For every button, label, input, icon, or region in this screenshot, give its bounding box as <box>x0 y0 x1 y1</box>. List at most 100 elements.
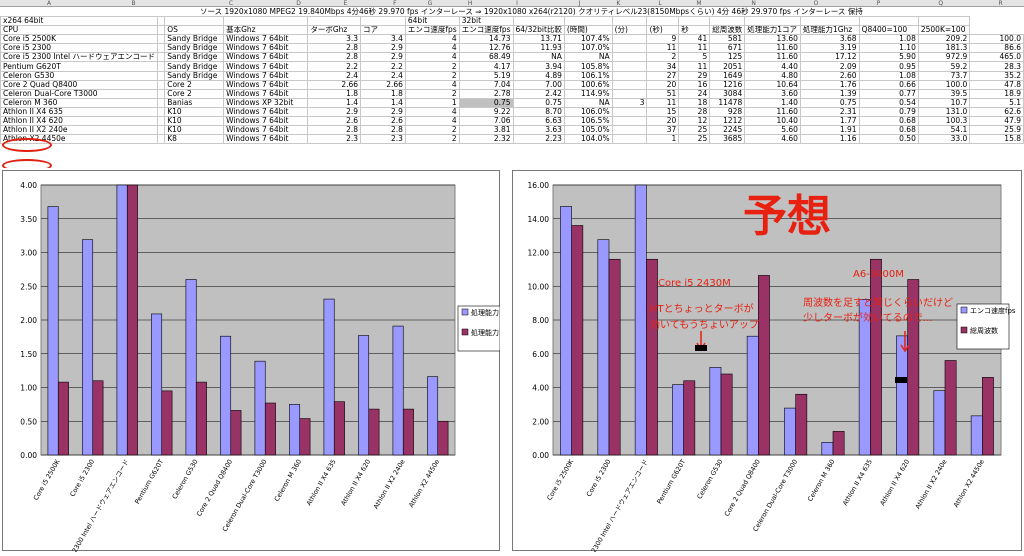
table-cell[interactable]: 2.8 <box>360 125 406 136</box>
table-cell[interactable]: 27 <box>646 70 680 81</box>
table-cell[interactable]: Windows 7 64bit <box>223 61 309 72</box>
table-cell[interactable] <box>611 134 648 145</box>
table-cell[interactable]: 2.23 <box>512 134 565 145</box>
table-cell[interactable]: Sandy Bridge <box>164 43 225 54</box>
table-cell[interactable] <box>156 106 166 118</box>
table-cell[interactable]: 15.8 <box>969 134 1024 145</box>
table-cell[interactable]: Core 2 <box>164 88 225 99</box>
column-letter[interactable]: C <box>228 0 234 7</box>
table-cell[interactable] <box>611 125 648 136</box>
table-cell[interactable]: NA <box>512 52 565 63</box>
table-cell[interactable]: 13.71 <box>512 34 565 45</box>
table-cell[interactable] <box>512 15 565 27</box>
table-cell[interactable]: 1.4 <box>360 97 406 108</box>
table-cell[interactable]: 基本Ghz <box>223 25 309 36</box>
table-cell[interactable]: 11 <box>678 61 711 72</box>
table-cell[interactable]: 1.91 <box>799 125 860 136</box>
table-cell[interactable]: Athlon II X4 620 <box>0 116 158 127</box>
table-cell[interactable] <box>611 61 648 72</box>
table-cell[interactable] <box>563 15 613 27</box>
table-cell[interactable]: 1.16 <box>799 134 860 145</box>
table-cell[interactable]: 4 <box>404 106 460 118</box>
table-cell[interactable]: 3 <box>611 97 648 108</box>
table-cell[interactable]: Core 2 Quad Q8400 <box>0 79 158 90</box>
table-cell[interactable]: 100.6% <box>563 79 613 90</box>
table-cell[interactable]: CPU <box>0 25 158 36</box>
table-cell[interactable] <box>156 15 166 27</box>
table-cell[interactable]: 671 <box>709 43 746 54</box>
table-cell[interactable] <box>223 15 309 27</box>
table-cell[interactable] <box>156 70 166 81</box>
table-cell[interactable]: 54.1 <box>917 125 971 136</box>
table-cell[interactable]: 11 <box>678 43 711 54</box>
table-cell[interactable]: 107.4% <box>563 34 613 45</box>
table-cell[interactable]: 2 <box>404 125 460 136</box>
table-cell[interactable]: 4.17 <box>458 61 514 72</box>
table-cell[interactable] <box>156 25 166 36</box>
table-cell[interactable]: Sandy Bridge <box>164 34 225 45</box>
table-cell[interactable]: 4 <box>404 52 460 63</box>
table-cell[interactable]: 5.60 <box>744 125 801 136</box>
table-cell[interactable]: Q8400=100 <box>858 25 919 36</box>
table-cell[interactable]: 39.5 <box>917 88 971 99</box>
table-cell[interactable]: 16 <box>678 79 711 90</box>
table-cell[interactable]: 3.60 <box>744 88 801 99</box>
table-cell[interactable]: 10.64 <box>744 79 801 90</box>
table-cell[interactable]: 17.12 <box>799 52 860 63</box>
table-cell[interactable]: 0.54 <box>858 97 919 108</box>
table-cell[interactable]: 32bit <box>458 15 514 27</box>
table-cell[interactable]: x264 64bit <box>0 15 158 27</box>
table-cell[interactable]: 2 <box>404 70 460 81</box>
table-cell[interactable]: 0.79 <box>858 106 919 118</box>
table-cell[interactable]: 51 <box>646 88 680 99</box>
table-cell[interactable]: 秒 <box>678 25 711 36</box>
table-cell[interactable]: (分) <box>611 25 648 36</box>
table-cell[interactable]: 1.4 <box>307 97 362 108</box>
table-cell[interactable]: 3.94 <box>512 61 565 72</box>
table-cell[interactable]: 5.19 <box>458 70 514 81</box>
table-cell[interactable]: 59.2 <box>917 61 971 72</box>
table-cell[interactable]: 2.42 <box>512 88 565 99</box>
table-cell[interactable]: 25.9 <box>969 125 1024 136</box>
table-cell[interactable] <box>611 106 648 118</box>
table-cell[interactable]: Celeron Dual-Core T3000 <box>0 88 158 99</box>
table-cell[interactable]: 106.1% <box>563 70 613 81</box>
table-cell[interactable]: 11 <box>646 43 680 54</box>
table-cell[interactable]: 20 <box>646 116 680 127</box>
table-cell[interactable]: 11.60 <box>744 52 801 63</box>
table-cell[interactable]: 20 <box>646 79 680 90</box>
table-cell[interactable]: 972.9 <box>917 52 971 63</box>
table-cell[interactable]: 0.75 <box>512 97 565 108</box>
table-cell[interactable]: 18 <box>678 97 711 108</box>
column-letter[interactable]: B <box>131 0 136 7</box>
table-cell[interactable]: 1.10 <box>858 43 919 54</box>
table-cell[interactable]: 2.6 <box>360 116 406 127</box>
table-cell[interactable]: Sandy Bridge <box>164 61 225 72</box>
table-cell[interactable]: 4 <box>404 34 460 45</box>
table-cell[interactable] <box>156 116 166 127</box>
table-cell[interactable]: 1.77 <box>799 116 860 127</box>
table-cell[interactable] <box>156 97 166 108</box>
table-cell[interactable] <box>156 134 166 145</box>
table-cell[interactable]: 465.0 <box>969 52 1024 63</box>
table-cell[interactable] <box>678 15 711 27</box>
table-cell[interactable]: 2.9 <box>307 106 362 118</box>
table-cell[interactable]: 68.49 <box>458 52 514 63</box>
table-cell[interactable] <box>156 43 166 54</box>
table-cell[interactable]: 3.81 <box>458 125 514 136</box>
table-cell[interactable]: 2245 <box>709 125 746 136</box>
table-cell[interactable] <box>611 15 648 27</box>
table-cell[interactable]: 131.0 <box>917 106 971 118</box>
table-cell[interactable]: 7.04 <box>458 79 514 90</box>
table-cell[interactable] <box>156 88 166 99</box>
table-cell[interactable]: 2.3 <box>307 134 362 145</box>
table-cell[interactable]: Core 2 <box>164 79 225 90</box>
table-cell[interactable]: Windows 7 64bit <box>223 134 309 145</box>
table-cell[interactable]: 10.7 <box>917 97 971 108</box>
table-cell[interactable]: Celeron M 360 <box>0 97 158 108</box>
table-cell[interactable]: 11.93 <box>512 43 565 54</box>
table-cell[interactable]: Windows 7 64bit <box>223 79 309 90</box>
column-letter[interactable]: L <box>658 0 662 7</box>
table-cell[interactable]: 1649 <box>709 70 746 81</box>
table-cell[interactable]: 28.3 <box>969 61 1024 72</box>
